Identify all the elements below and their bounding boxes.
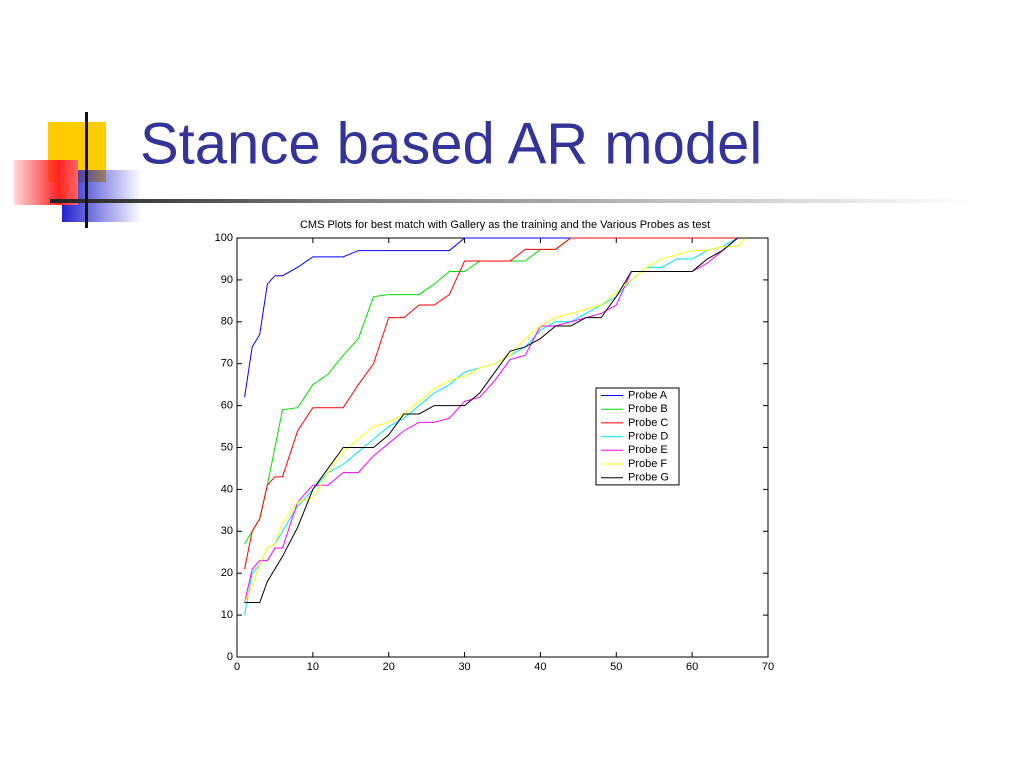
x-tick-label: 20 <box>383 661 395 673</box>
legend-label: Probe G <box>628 472 669 484</box>
y-tick-label: 10 <box>221 609 233 621</box>
legend-label: Probe F <box>628 458 667 470</box>
y-tick-label: 100 <box>215 232 233 244</box>
y-tick-label: 70 <box>221 358 233 370</box>
legend-label: Probe A <box>628 389 668 401</box>
deco-red <box>14 160 78 205</box>
y-tick-label: 0 <box>227 651 233 663</box>
x-tick-label: 30 <box>458 661 470 673</box>
series-line <box>244 237 746 603</box>
slide-title: Stance based AR model <box>140 111 762 176</box>
plot-frame <box>236 237 769 658</box>
legend-label: Probe E <box>628 444 668 456</box>
x-tick-label: 60 <box>686 661 698 673</box>
deco-rule <box>50 199 970 203</box>
y-tick-label: 30 <box>221 525 233 537</box>
legend-label: Probe C <box>628 417 668 429</box>
series-line <box>244 237 746 604</box>
y-tick-label: 50 <box>221 441 233 453</box>
x-tick-label: 70 <box>762 661 774 673</box>
y-tick-label: 20 <box>221 567 233 579</box>
legend-label: Probe D <box>628 431 668 443</box>
y-tick-label: 90 <box>221 274 233 286</box>
y-tick-label: 40 <box>221 483 233 495</box>
legend-label: Probe B <box>628 403 668 415</box>
series-line <box>244 237 746 398</box>
deco-vline <box>85 112 88 228</box>
series-line <box>244 237 746 570</box>
chart-title: CMS Plots for best match with Gallery as… <box>300 219 710 231</box>
x-tick-label: 10 <box>307 661 319 673</box>
x-tick-label: 0 <box>234 661 240 673</box>
y-tick-label: 60 <box>221 400 233 412</box>
x-tick-label: 50 <box>610 661 622 673</box>
x-tick-label: 40 <box>534 661 546 673</box>
y-tick-label: 80 <box>221 316 233 328</box>
